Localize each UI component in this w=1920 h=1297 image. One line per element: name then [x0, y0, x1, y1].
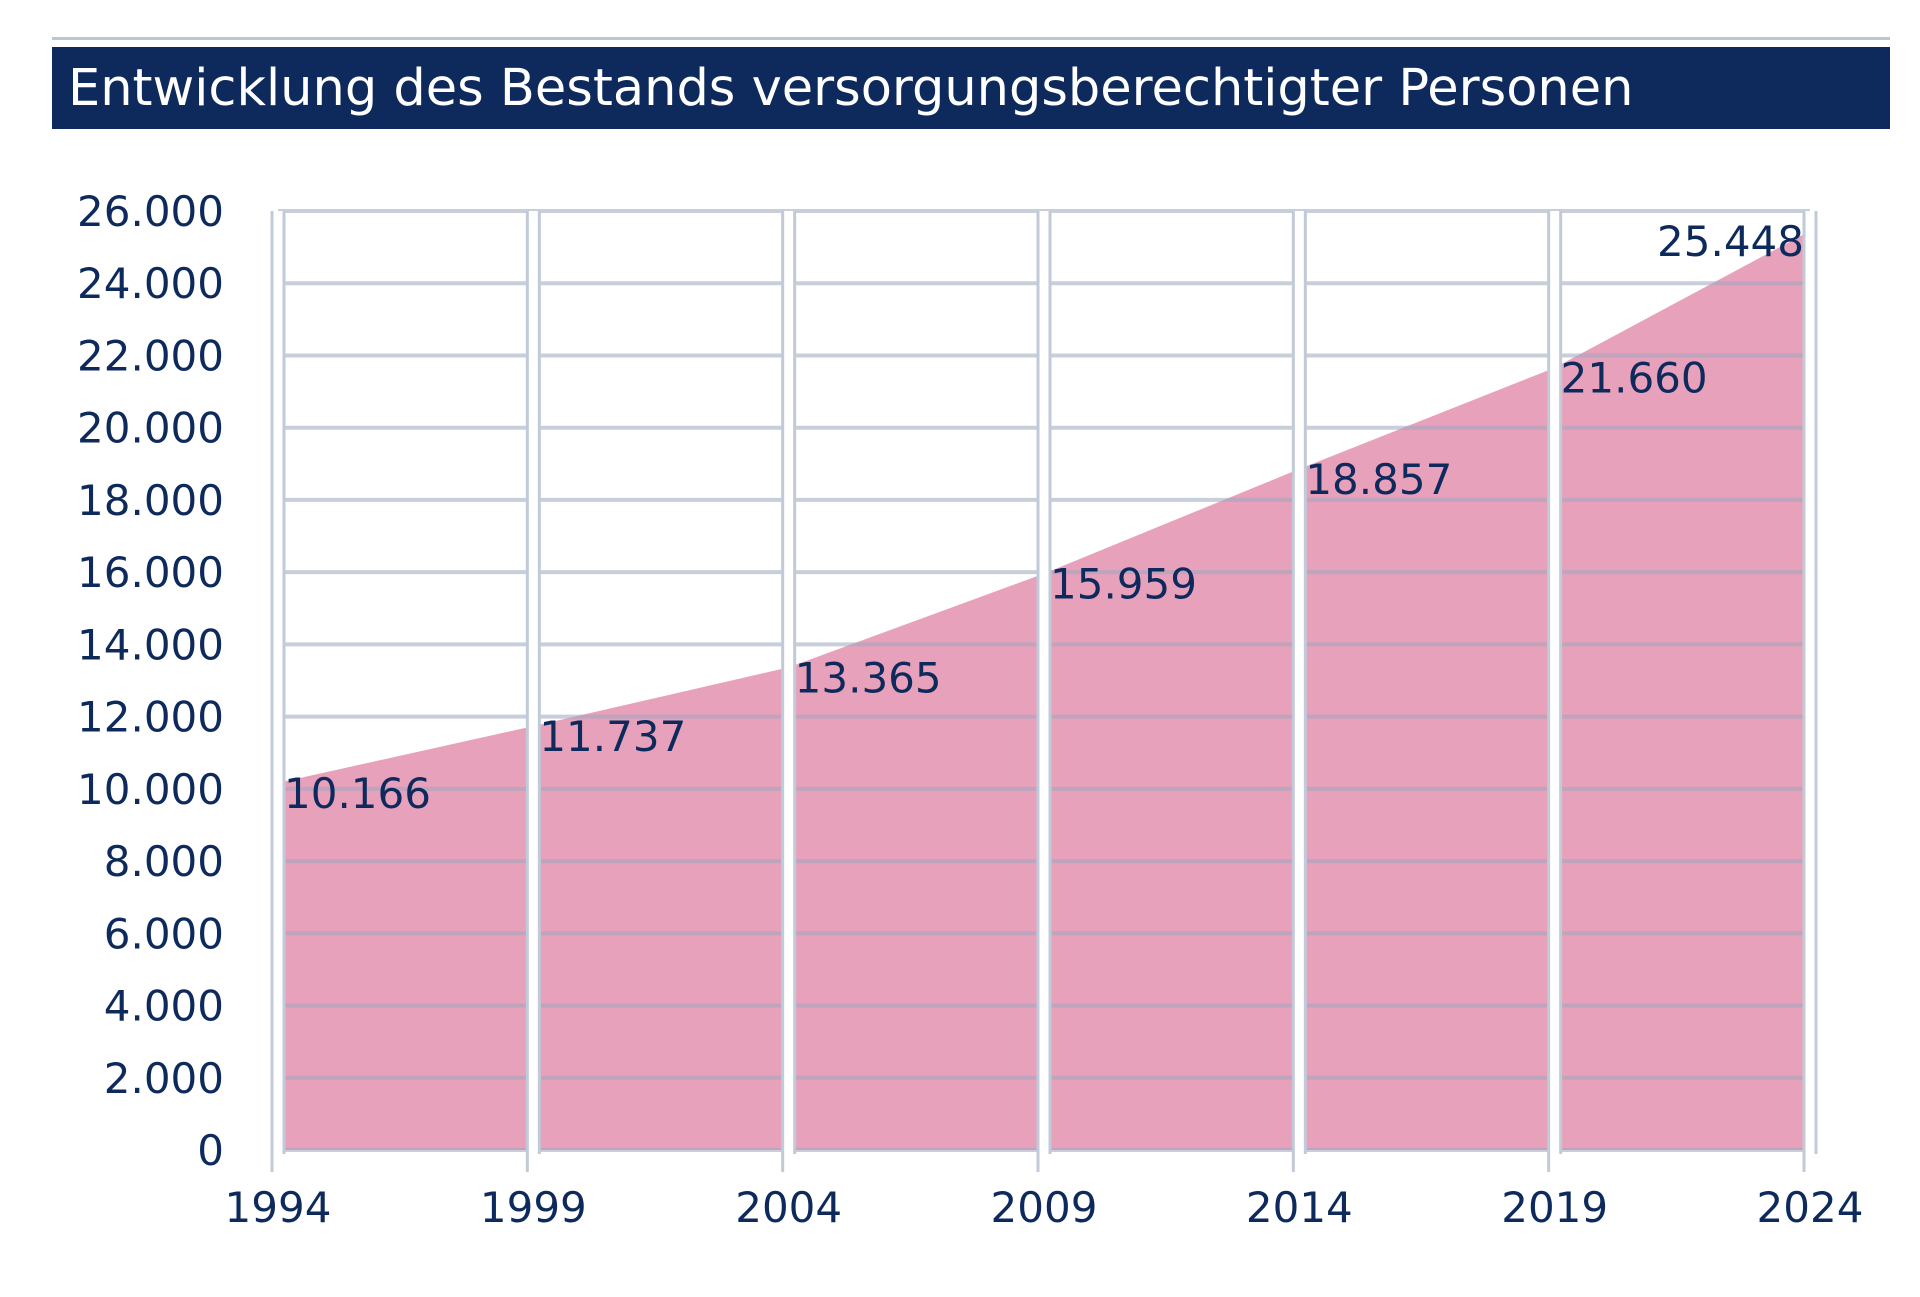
y-tick-label: 0: [197, 1126, 224, 1175]
y-tick-label: 24.000: [77, 259, 224, 308]
y-tick-label: 14.000: [77, 620, 224, 669]
y-tick-label: 16.000: [77, 548, 224, 597]
y-tick-label: 10.000: [77, 765, 224, 814]
chart-title: Entwicklung des Bestands versorgungsbere…: [68, 58, 1634, 118]
data-label: 13.365: [795, 653, 942, 702]
title-top-rule: [52, 37, 1890, 40]
x-separator-gap: [1547, 211, 1562, 1154]
x-tick-label: 2009: [991, 1183, 1098, 1232]
x-tick-label: 2014: [1246, 1183, 1353, 1232]
data-label: 15.959: [1050, 560, 1197, 609]
data-label: 25.448: [1657, 217, 1804, 266]
y-tick-label: 6.000: [104, 909, 224, 958]
x-separator-gap: [781, 211, 796, 1154]
x-tick-label: 1999: [480, 1183, 587, 1232]
data-label: 18.857: [1305, 455, 1452, 504]
chart-title-bar: Entwicklung des Bestands versorgungsbere…: [52, 47, 1890, 129]
y-tick-label: 26.000: [77, 187, 224, 236]
x-tick-label: 2024: [1757, 1183, 1864, 1232]
y-tick-label: 4.000: [104, 982, 224, 1031]
data-label: 11.737: [539, 712, 686, 761]
x-separator-gap: [1037, 211, 1051, 1154]
x-separator-gap: [1803, 211, 1817, 1154]
y-tick-label: 12.000: [77, 693, 224, 742]
y-tick-label: 22.000: [77, 331, 224, 380]
x-separator-gap: [526, 211, 541, 1154]
x-tick-label: 2004: [735, 1183, 842, 1232]
x-tick-label: 2019: [1501, 1183, 1608, 1232]
x-separator-gap: [1292, 211, 1307, 1154]
x-tick-label: 1994: [225, 1183, 332, 1232]
data-label: 21.660: [1561, 354, 1708, 403]
y-tick-label: 20.000: [77, 404, 224, 453]
data-label: 10.166: [284, 769, 431, 818]
y-tick-label: 8.000: [104, 837, 224, 886]
y-tick-label: 2.000: [104, 1054, 224, 1103]
x-separator-gap: [271, 211, 285, 1154]
y-tick-label: 18.000: [77, 476, 224, 525]
